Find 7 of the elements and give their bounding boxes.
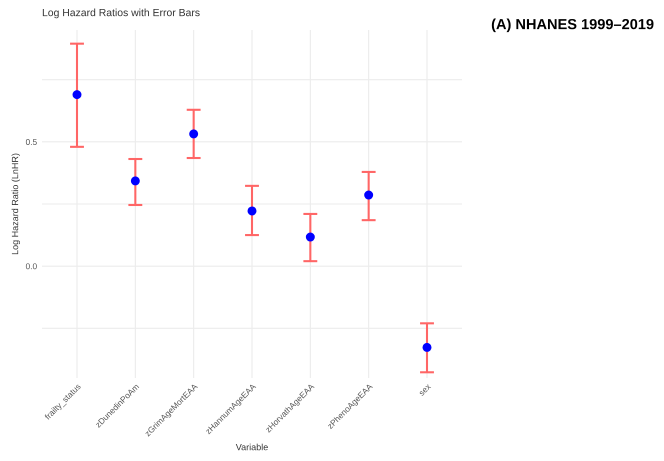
y-axis-title: Log Hazard Ratio (LnHR) bbox=[12, 154, 20, 254]
y-tick-label: 0.0 bbox=[26, 263, 37, 270]
x-tick-label: sex bbox=[419, 384, 432, 396]
x-axis-title: Variable bbox=[236, 444, 268, 450]
y-tick-label: 0.5 bbox=[26, 139, 37, 145]
chart-title: Log Hazard Ratios with Error Bars bbox=[42, 8, 200, 18]
text: (A) NHANES 1999–2019 bbox=[492, 18, 654, 32]
